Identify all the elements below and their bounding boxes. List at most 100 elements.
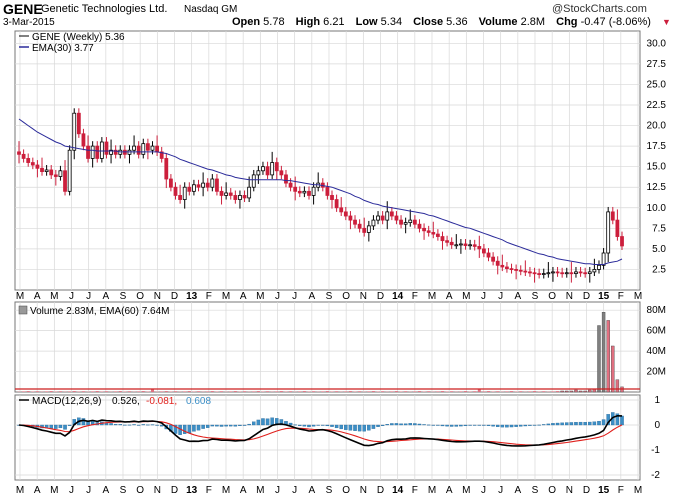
volume-bar bbox=[533, 391, 537, 392]
x-tick-label-bottom: J bbox=[275, 485, 280, 496]
candle-body bbox=[164, 158, 169, 180]
volume-bar bbox=[427, 391, 431, 392]
volume-bar bbox=[601, 312, 606, 393]
x-tick-label-top: M bbox=[462, 291, 470, 302]
volume-bar bbox=[229, 391, 233, 392]
candle-body bbox=[408, 219, 413, 223]
macd-histogram-bar bbox=[187, 424, 192, 434]
volume-bar bbox=[164, 391, 168, 392]
candle-body bbox=[196, 184, 201, 188]
candle-body bbox=[615, 219, 620, 237]
volume-bar bbox=[275, 391, 279, 392]
macd-histogram-bar bbox=[523, 424, 528, 427]
macd-histogram-bar bbox=[578, 421, 583, 426]
candle-body bbox=[192, 184, 196, 192]
macd-histogram-bar bbox=[357, 424, 362, 432]
candle-body bbox=[592, 269, 597, 273]
candle-body bbox=[523, 270, 528, 273]
quote-label-volume: Volume bbox=[478, 16, 521, 28]
macd-histogram-bar bbox=[127, 424, 132, 426]
legend-histogram-value: 0.608 bbox=[186, 396, 211, 407]
x-tick-label-top: O bbox=[548, 291, 556, 302]
candle-body bbox=[293, 186, 298, 192]
ema-line bbox=[18, 118, 623, 265]
macd-histogram-bar bbox=[472, 424, 477, 426]
macd-histogram-bar bbox=[233, 424, 238, 427]
macd-histogram-bar bbox=[155, 424, 159, 426]
candle-body bbox=[587, 271, 592, 274]
macd-histogram-bar bbox=[63, 424, 67, 430]
volume-bar bbox=[459, 391, 463, 392]
macd-histogram-bar bbox=[201, 424, 205, 429]
y-tick-label: 12.5 bbox=[647, 182, 667, 193]
x-tick-label-top: F bbox=[206, 291, 212, 302]
candle-body bbox=[247, 186, 252, 199]
x-tick-label-top: M bbox=[428, 291, 436, 302]
macd-tick-label: 1 bbox=[654, 395, 660, 406]
macd-histogram-bar bbox=[141, 424, 146, 426]
macd-histogram-bar bbox=[592, 421, 597, 426]
macd-histogram-bar bbox=[150, 424, 155, 426]
candle-body bbox=[435, 233, 440, 237]
x-tick-label-top: J bbox=[481, 291, 486, 302]
x-tick-label-top: O bbox=[136, 291, 144, 302]
ticker-symbol: GENE bbox=[3, 1, 43, 17]
candle-body bbox=[495, 260, 500, 266]
volume-bar bbox=[510, 391, 514, 392]
macd-histogram-bar bbox=[601, 419, 606, 426]
x-tick-label-top: O bbox=[342, 291, 350, 302]
copyright-label: @StockCharts.com bbox=[552, 3, 647, 15]
panel-frame-2 bbox=[14, 394, 641, 481]
candle-body bbox=[274, 162, 279, 172]
macd-histogram-bar bbox=[371, 424, 376, 429]
volume-bar bbox=[150, 389, 154, 392]
legend-volume-swatch bbox=[18, 305, 28, 315]
volume-bar bbox=[187, 391, 191, 392]
y-tick-label: 22.5 bbox=[647, 100, 667, 111]
candle-body bbox=[40, 167, 44, 173]
candle-body bbox=[564, 272, 569, 275]
exchange-name: Nasdaq GM bbox=[184, 4, 238, 15]
candle-body bbox=[104, 141, 109, 155]
macd-histogram-bar bbox=[537, 424, 541, 426]
candle-body bbox=[238, 195, 242, 200]
x-tick-label-top: 15 bbox=[598, 291, 610, 302]
legend-macd-label: MACD(12,26,9) bbox=[32, 396, 101, 407]
quote-label-chg: Chg bbox=[556, 16, 581, 28]
macd-histogram-bar bbox=[541, 424, 546, 426]
macd-histogram-bar bbox=[293, 424, 297, 426]
macd-histogram-bar bbox=[615, 413, 620, 426]
macd-histogram-bar bbox=[109, 423, 113, 426]
volume-bar bbox=[72, 391, 76, 392]
macd-histogram-bar bbox=[403, 423, 408, 426]
macd-histogram-bar bbox=[219, 424, 224, 427]
candle-body bbox=[251, 174, 256, 188]
x-tick-label-bottom: A bbox=[102, 485, 109, 496]
volume-bar bbox=[35, 391, 39, 392]
candle-body bbox=[532, 272, 537, 275]
x-tick-label-top: F bbox=[412, 291, 418, 302]
candle-body bbox=[399, 219, 403, 225]
macd-histogram-bar bbox=[238, 424, 242, 426]
x-tick-label-bottom: S bbox=[532, 485, 539, 496]
candle-body bbox=[307, 190, 311, 196]
candle-body bbox=[219, 190, 224, 196]
macd-histogram-bar bbox=[468, 424, 472, 426]
quote-value-high: 6.21 bbox=[323, 16, 348, 28]
macd-histogram-bar bbox=[123, 424, 127, 426]
macd-histogram-bar bbox=[426, 424, 431, 426]
x-tick-label-bottom: M bbox=[222, 485, 230, 496]
candle-body bbox=[215, 178, 219, 192]
candle-body bbox=[150, 145, 155, 151]
macd-histogram-bar bbox=[339, 424, 343, 430]
candle-body bbox=[458, 243, 463, 246]
y-tick-label: 20.0 bbox=[647, 121, 667, 132]
macd-tick-label: -2 bbox=[651, 470, 660, 481]
x-tick-label-bottom: M bbox=[256, 485, 264, 496]
candle-body bbox=[159, 151, 164, 159]
x-tick-label-bottom: J bbox=[86, 485, 91, 496]
x-tick-label-top: M bbox=[50, 291, 58, 302]
candle-body bbox=[95, 145, 100, 159]
macd-histogram-bar bbox=[132, 424, 136, 426]
volume-bar bbox=[91, 391, 95, 392]
